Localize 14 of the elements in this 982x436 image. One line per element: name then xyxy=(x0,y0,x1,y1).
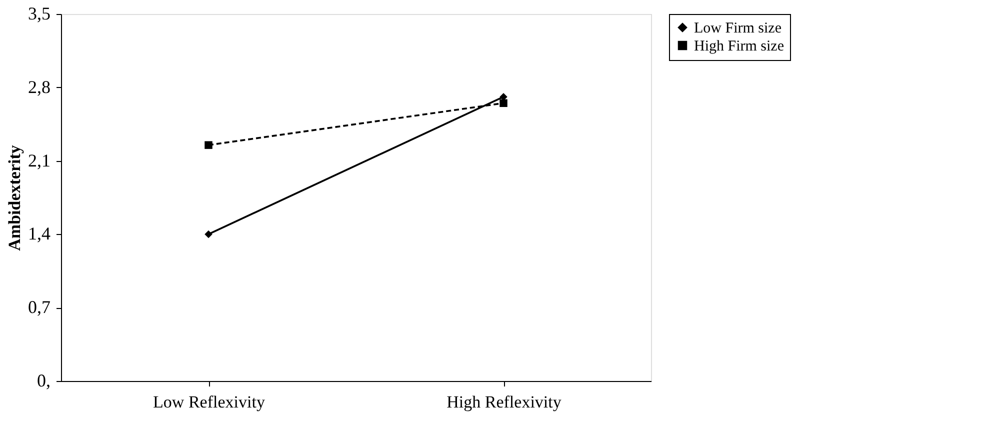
y-tick-label: 0,7 xyxy=(28,297,50,318)
x-tick-label: Low Reflexivity xyxy=(153,392,266,412)
y-tick-label: 2,1 xyxy=(28,150,50,170)
point xyxy=(500,99,508,107)
point xyxy=(204,230,212,238)
x-tick-label: High Reflexivity xyxy=(446,392,562,412)
y-tick-label: 1,4 xyxy=(28,224,50,244)
y-tick-label: 2,8 xyxy=(28,76,50,97)
y-tick-label: 3,5 xyxy=(28,4,50,24)
y-axis-title: Ambidexterity xyxy=(5,144,24,251)
legend-label: High Firm size xyxy=(694,38,784,54)
y-tick-label: 0, xyxy=(37,370,50,390)
legend-label: Low Firm size xyxy=(694,20,782,36)
point xyxy=(204,141,212,149)
